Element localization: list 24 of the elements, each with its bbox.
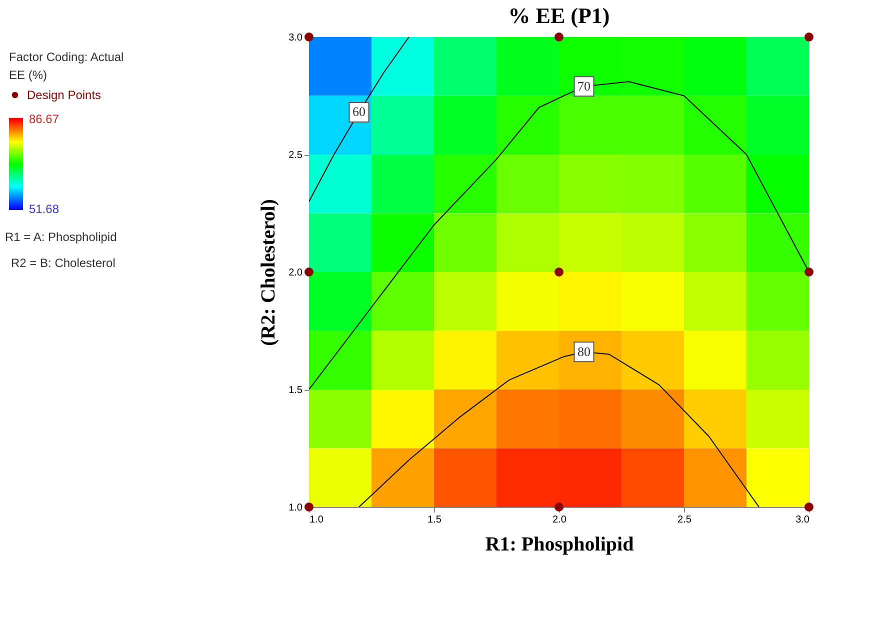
y-tick-label: 2.0 [288,268,303,278]
y-tick-label: 3.0 [288,32,303,44]
x-tick-label: 1.5 [428,514,442,526]
chart-title: % EE (P1) [508,3,610,28]
y-tick-label: 2.5 [288,150,303,161]
series-label: 80 [578,344,590,359]
x-tick-label: 3.0 [796,514,810,526]
y-tick-label: 1.5 [288,385,303,396]
text: R1 = A: Phospholipid [5,230,117,244]
x-axis-title: R1: Phospholipid [485,534,634,556]
y-tick-label: 1.0 [288,502,303,514]
color-bar-label: 86.67 [29,112,60,126]
text: Factor Coding: Actual [9,50,124,64]
series-label: 70 [578,78,590,94]
series-label: 60 [352,104,366,120]
y-axis-title: (R2: Cholesterol) [258,199,280,346]
x-tick-label: 2.0 [552,514,567,526]
line-series [309,37,410,202]
x-tick-label: 2.5 [678,514,692,526]
legend-title: EE (%) [9,68,48,82]
legend-label: Design Points [27,88,102,102]
color-bar-label: 51.68 [29,202,60,216]
x-tick-label: 1.0 [310,514,324,526]
text: R2 = B: Cholesterol [11,256,116,270]
